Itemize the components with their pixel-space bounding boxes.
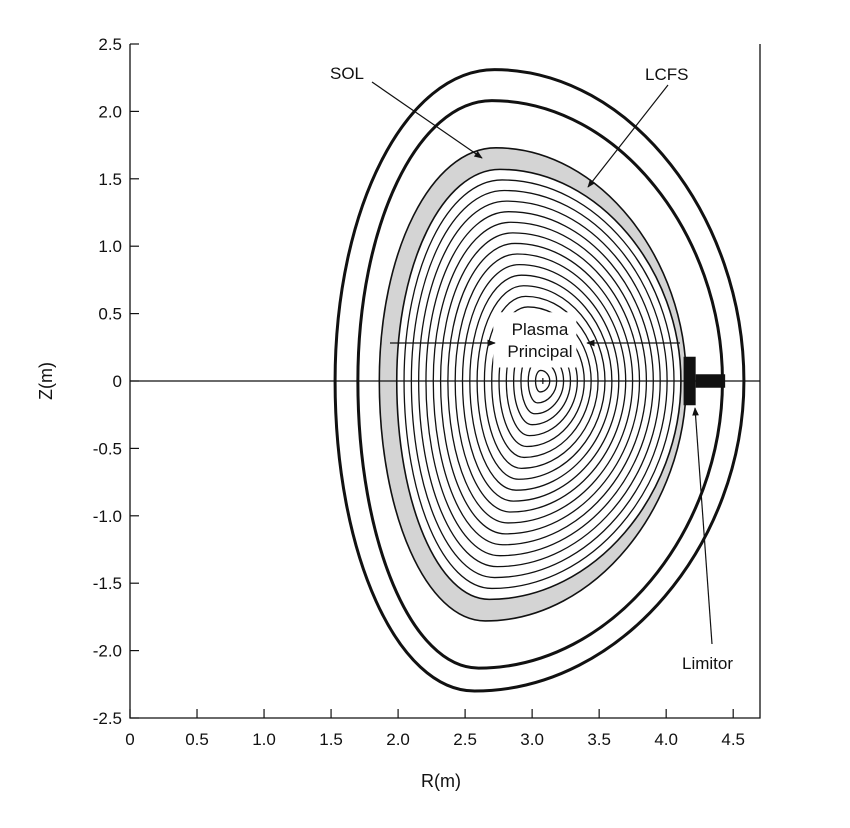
label-plasma-line2: Principal [507,342,572,361]
label-plasma-line1: Plasma [512,320,569,339]
limiter-block [683,356,696,406]
y-tick-label: -2.5 [93,709,122,728]
y-tick-label: 2.0 [98,102,122,121]
y-tick-label: 1.0 [98,237,122,256]
y-tick-label: 0.5 [98,305,122,324]
label-lcfs: LCFS [645,65,688,84]
y-tick-label: -1.0 [93,507,122,526]
y-tick-label: 0 [113,372,122,391]
x-tick-label: 4.0 [654,730,678,749]
x-tick-label: 1.5 [319,730,343,749]
x-tick-label: 1.0 [252,730,276,749]
x-tick-label: 4.5 [721,730,745,749]
x-tick-label: 3.5 [587,730,611,749]
plot-frame [129,44,761,719]
x-tick-label: 2.0 [386,730,410,749]
axis-ticks: 0 0.5 1.0 1.5 2.0 2.5 3.0 3.5 4.0 4.5 2.5 2.0 1.5 1.0… [93,35,745,749]
x-tick-label: 0.5 [185,730,209,749]
y-tick-label: 1.5 [98,170,122,189]
limiter-arm [695,374,726,388]
plasma-region [378,146,688,622]
label-limitor: Limitor [682,654,733,673]
x-tick-label: 0 [125,730,134,749]
x-tick-label: 3.0 [520,730,544,749]
x-tick-label: 2.5 [453,730,477,749]
x-axis-title: R(m) [421,771,461,791]
plasma-label-backdrop [493,312,577,368]
sol-arrow [371,81,483,159]
y-tick-label: -1.5 [93,574,122,593]
limiter-structure [683,356,726,406]
limitor-arrow [692,407,713,645]
annotations [371,81,713,645]
lcfs-arrow [587,84,669,188]
label-sol: SOL [330,64,364,83]
y-tick-label: -2.0 [93,642,122,661]
y-axis-title: Z(m) [36,362,56,400]
y-tick-label: -0.5 [93,439,122,458]
y-tick-label: 2.5 [98,35,122,54]
